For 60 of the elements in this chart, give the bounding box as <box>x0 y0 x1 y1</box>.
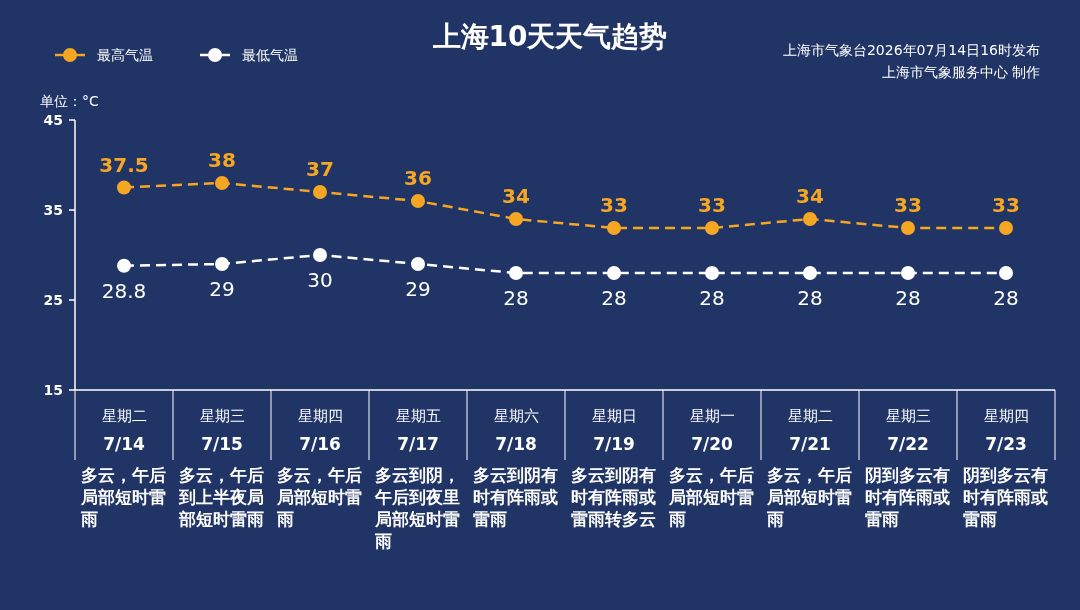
point <box>705 221 719 235</box>
legend-label: 最高气温 <box>97 47 153 63</box>
point <box>117 258 131 273</box>
point <box>901 266 915 280</box>
data-label: 28 <box>601 286 627 310</box>
y-tick-label: 25 <box>43 292 63 308</box>
y-tick-label: 45 <box>43 112 63 128</box>
data-label: 28 <box>503 286 529 310</box>
data-label: 34 <box>502 184 530 208</box>
point <box>803 266 817 280</box>
text: 上海市气象台2026年07月14日16时发布 <box>782 42 1040 58</box>
point <box>607 266 621 280</box>
data-label: 30 <box>307 268 333 292</box>
x-tick-label: 星期五 7/17 多云到阴，午后到夜里局部短时雷雨 <box>374 407 460 551</box>
x-tick-label: 星期日 7/19 多云到阴有时有阵雨或雷雨转多云 <box>571 407 656 529</box>
data-label: 29 <box>405 277 431 301</box>
point <box>999 221 1013 235</box>
point <box>509 266 523 280</box>
data-label: 28 <box>895 286 921 310</box>
point <box>117 180 131 195</box>
data-label: 33 <box>894 193 922 217</box>
point <box>509 212 523 226</box>
y-tick-label: 35 <box>43 202 63 218</box>
point <box>901 221 915 235</box>
point <box>313 185 327 199</box>
data-label: 34 <box>796 184 824 208</box>
data-label: 29 <box>209 277 235 301</box>
point <box>705 266 719 280</box>
data-label: 38 <box>208 148 236 172</box>
title: 上海10天天气趋势 <box>432 20 668 53</box>
point <box>313 248 327 262</box>
data-label: 37 <box>306 157 334 181</box>
x-tick-label: 星期二 7/21 多云，午后局部短时雷雨 <box>766 407 852 529</box>
data-label: 28 <box>699 286 725 310</box>
x-tick-label: 星期六 7/18 多云到阴有时有阵雨或雷雨 <box>473 407 558 529</box>
data-label: 37.5 <box>99 152 149 177</box>
point <box>411 194 425 208</box>
y-axis-title: 单位：°C <box>40 93 99 109</box>
x-tick-label: 星期三 7/22 阴到多云有时有阵雨或雷雨 <box>865 407 950 529</box>
text: 上海市气象服务中心 制作 <box>881 64 1040 80</box>
data-label: 33 <box>992 193 1020 217</box>
data-label: 28.8 <box>101 278 147 303</box>
point <box>215 257 229 271</box>
x-tick-label: 星期二 7/14 多云，午后局部短时雷雨 <box>80 407 166 529</box>
data-label: 33 <box>698 193 726 217</box>
x-tick-label: 星期四 7/16 多云，午后局部短时雷雨 <box>276 407 362 529</box>
data-label: 36 <box>404 166 432 190</box>
x-tick-label: 星期四 7/23 阴到多云有时有阵雨或雷雨 <box>963 407 1048 529</box>
y-tick-label: 15 <box>43 382 63 398</box>
point <box>607 221 621 235</box>
point <box>999 266 1013 280</box>
data-label: 33 <box>600 193 628 217</box>
point <box>215 176 229 190</box>
x-tick-label: 星期三 7/15 多云，午后到上半夜局部短时雷雨 <box>178 407 264 529</box>
point <box>411 257 425 271</box>
data-label: 28 <box>993 286 1019 310</box>
legend-label: 最低气温 <box>242 47 298 63</box>
x-tick-label: 星期一 7/20 多云，午后局部短时雷雨 <box>668 407 754 529</box>
data-label: 28 <box>797 286 823 310</box>
point <box>803 212 817 226</box>
